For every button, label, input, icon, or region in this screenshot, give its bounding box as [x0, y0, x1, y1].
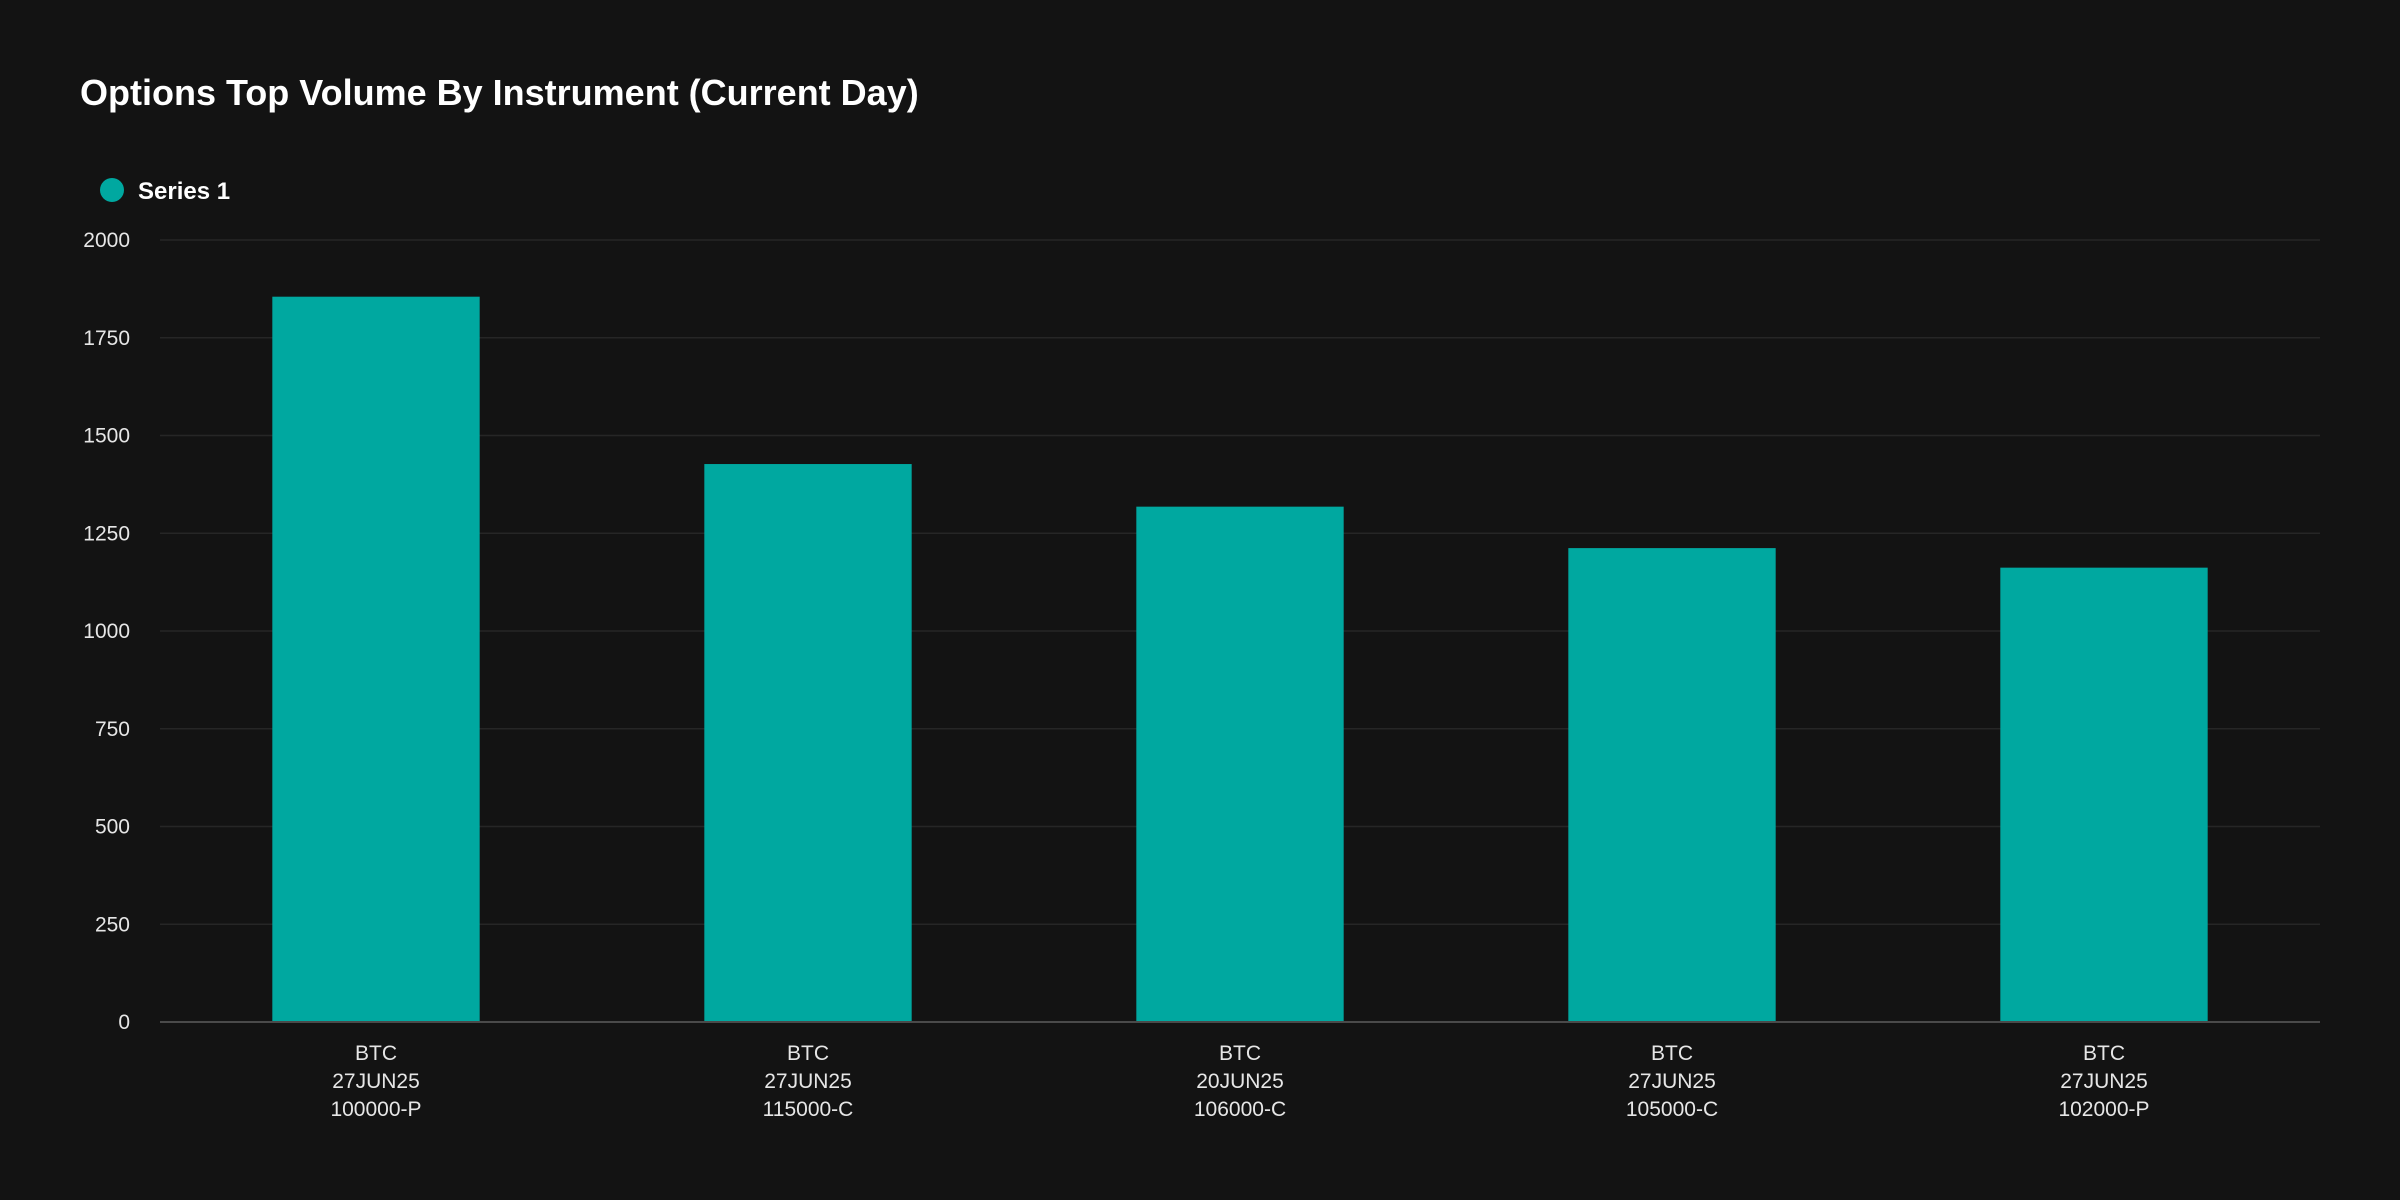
- y-tick-label: 250: [95, 913, 130, 936]
- bar[interactable]: [1568, 548, 1776, 1022]
- x-tick-label: BTC 27JUN25 105000-C: [1626, 1042, 1718, 1121]
- bar[interactable]: [1136, 506, 1344, 1022]
- y-tick-label: 1500: [83, 425, 130, 448]
- bar[interactable]: [2000, 567, 2208, 1022]
- y-tick-label: 2000: [83, 229, 130, 252]
- chart-title: Options Top Volume By Instrument (Curren…: [80, 72, 919, 113]
- y-tick-label: 750: [95, 718, 130, 741]
- legend: Series 1: [100, 178, 230, 205]
- x-axis: BTC 27JUN25 100000-P BTC 27JUN25 115000-C BTC 2…: [160, 1021, 2320, 1121]
- x-tick-label: BTC 20JUN25 106000-C: [1194, 1042, 1286, 1121]
- y-tick-label: 500: [95, 816, 130, 839]
- x-tick-label: BTC 27JUN25 100000-P: [330, 1042, 421, 1121]
- x-tick-label: BTC 27JUN25 102000-P: [2058, 1042, 2149, 1121]
- legend-label[interactable]: Series 1: [138, 178, 230, 205]
- legend-marker[interactable]: [100, 178, 124, 202]
- y-tick-label: 1250: [83, 522, 130, 545]
- y-tick-label: 1750: [83, 327, 130, 350]
- y-axis: 0 250 500 750 1000 1250 1500 1750 2000: [83, 229, 130, 1034]
- y-tick-label: 1000: [83, 620, 130, 643]
- bars: [272, 296, 2208, 1023]
- y-tick-label: 0: [118, 1011, 130, 1034]
- x-tick-label: BTC 27JUN25 115000-C: [763, 1042, 854, 1121]
- bar[interactable]: [272, 296, 480, 1022]
- bar[interactable]: [704, 464, 912, 1023]
